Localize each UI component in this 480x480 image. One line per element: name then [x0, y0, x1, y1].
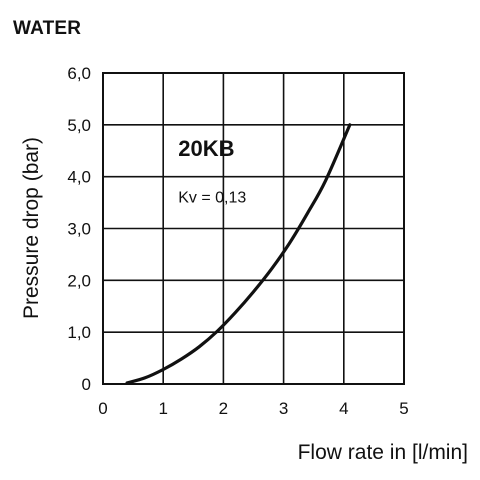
y-tick-label: 5,0: [67, 116, 91, 135]
kv-label: Kv = 0,13: [178, 190, 246, 207]
y-tick-label: 2,0: [67, 271, 91, 290]
y-tick-label: 0: [82, 375, 91, 394]
y-tick-label: 6,0: [67, 64, 91, 83]
x-tick-label: 2: [219, 399, 228, 418]
x-tick-label: 1: [158, 399, 167, 418]
y-tick-label: 4,0: [67, 168, 91, 187]
x-tick-label: 5: [399, 399, 408, 418]
y-tick-label: 3,0: [67, 220, 91, 239]
chart-heading: WATER: [13, 18, 82, 39]
x-tick-label: 4: [339, 399, 348, 418]
x-axis-label: Flow rate in [l/min]: [298, 441, 468, 464]
x-tick-label: 3: [279, 399, 288, 418]
y-axis-label: Pressure drop (bar): [20, 137, 43, 319]
plot-frame: [102, 72, 405, 385]
y-tick-label: 1,0: [67, 323, 91, 342]
model-label: 20KB: [178, 136, 234, 161]
x-tick-label: 0: [98, 399, 107, 418]
series-line: [125, 123, 352, 385]
